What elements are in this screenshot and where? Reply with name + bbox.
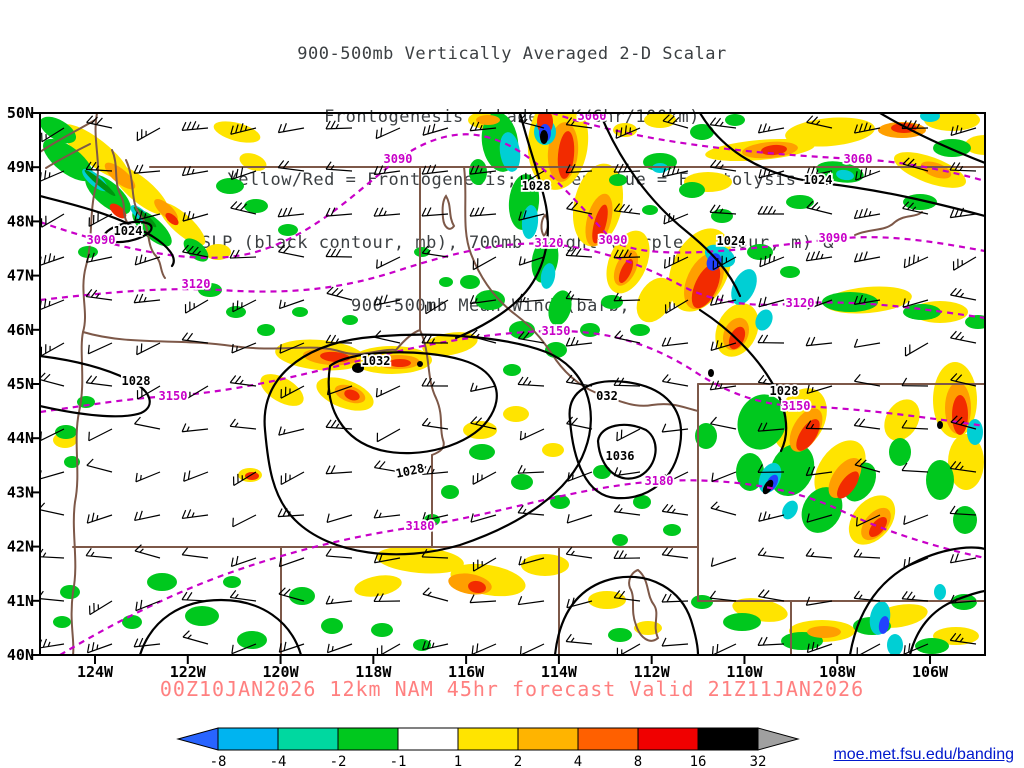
- colorbar-right-arrow: [758, 728, 798, 750]
- svg-text:3180: 3180: [406, 519, 435, 533]
- colorbar-label: 8: [634, 754, 642, 768]
- colorbar-segment: [518, 728, 578, 750]
- colorbar-left-arrow: [178, 728, 218, 750]
- svg-text:032: 032: [596, 389, 618, 403]
- svg-text:1028: 1028: [770, 384, 799, 398]
- colorbar-segment: [458, 728, 518, 750]
- colorbar-label: 16: [690, 754, 707, 768]
- svg-text:1028: 1028: [122, 374, 151, 388]
- svg-text:1028: 1028: [522, 179, 551, 193]
- svg-text:1024: 1024: [114, 224, 143, 238]
- colorbar-label: 4: [574, 754, 582, 768]
- svg-text:3120: 3120: [786, 296, 815, 310]
- svg-text:3150: 3150: [542, 324, 571, 338]
- colorbar-label: -2: [330, 754, 347, 768]
- svg-text:3120: 3120: [535, 236, 564, 250]
- svg-text:3060: 3060: [844, 152, 873, 166]
- weather-map-page: 900-500mb Vertically Averaged 2-D Scalar…: [0, 0, 1024, 768]
- svg-text:1036: 1036: [606, 449, 635, 463]
- svg-text:45N: 45N: [7, 375, 34, 393]
- svg-text:3090: 3090: [599, 233, 628, 247]
- colorbar-label: 1: [454, 754, 462, 768]
- svg-text:1024: 1024: [717, 234, 746, 248]
- colorbar-segment: [698, 728, 758, 750]
- colorbar-label: -4: [270, 754, 287, 768]
- colorbar-segment: [218, 728, 278, 750]
- svg-text:3090: 3090: [384, 152, 413, 166]
- mslp-contour-s: [555, 577, 698, 655]
- colorbar-label: 32: [750, 754, 767, 768]
- frontogenesis-shading: [36, 92, 1005, 656]
- map-plot: 1024102810241024102810320321036102810283…: [0, 0, 1024, 768]
- svg-text:43N: 43N: [7, 483, 34, 501]
- svg-text:42N: 42N: [7, 538, 34, 556]
- svg-text:3090: 3090: [87, 233, 116, 247]
- svg-text:1024: 1024: [804, 173, 833, 187]
- svg-text:1028: 1028: [394, 461, 425, 481]
- svg-text:46N: 46N: [7, 321, 34, 339]
- colorbar-label: -1: [390, 754, 407, 768]
- svg-text:47N: 47N: [7, 267, 34, 285]
- colorbar-segment: [338, 728, 398, 750]
- svg-text:50N: 50N: [7, 104, 34, 122]
- colorbar-segment: [638, 728, 698, 750]
- colorbar-label: 2: [514, 754, 522, 768]
- forecast-caption: 00Z10JAN2026 12km NAM 45hr forecast Vali…: [0, 677, 1024, 701]
- mslp-contour-sw: [140, 600, 301, 655]
- svg-text:40N: 40N: [7, 646, 34, 664]
- svg-text:3150: 3150: [159, 389, 188, 403]
- colorbar-segment: [398, 728, 458, 750]
- svg-text:3060: 3060: [578, 109, 607, 123]
- svg-text:3150: 3150: [782, 399, 811, 413]
- svg-text:3090: 3090: [819, 231, 848, 245]
- colorbar-segment: [578, 728, 638, 750]
- svg-text:44N: 44N: [7, 429, 34, 447]
- colorbar-label: -8: [210, 754, 227, 768]
- colorbar-segment: [278, 728, 338, 750]
- svg-text:1032: 1032: [362, 354, 391, 368]
- svg-text:3180: 3180: [645, 474, 674, 488]
- svg-text:48N: 48N: [7, 212, 34, 230]
- svg-text:49N: 49N: [7, 158, 34, 176]
- svg-text:3120: 3120: [182, 277, 211, 291]
- svg-text:41N: 41N: [7, 592, 34, 610]
- pend-oreille-lake: [443, 196, 454, 229]
- site-link[interactable]: moe.met.fsu.edu/banding: [833, 746, 1014, 764]
